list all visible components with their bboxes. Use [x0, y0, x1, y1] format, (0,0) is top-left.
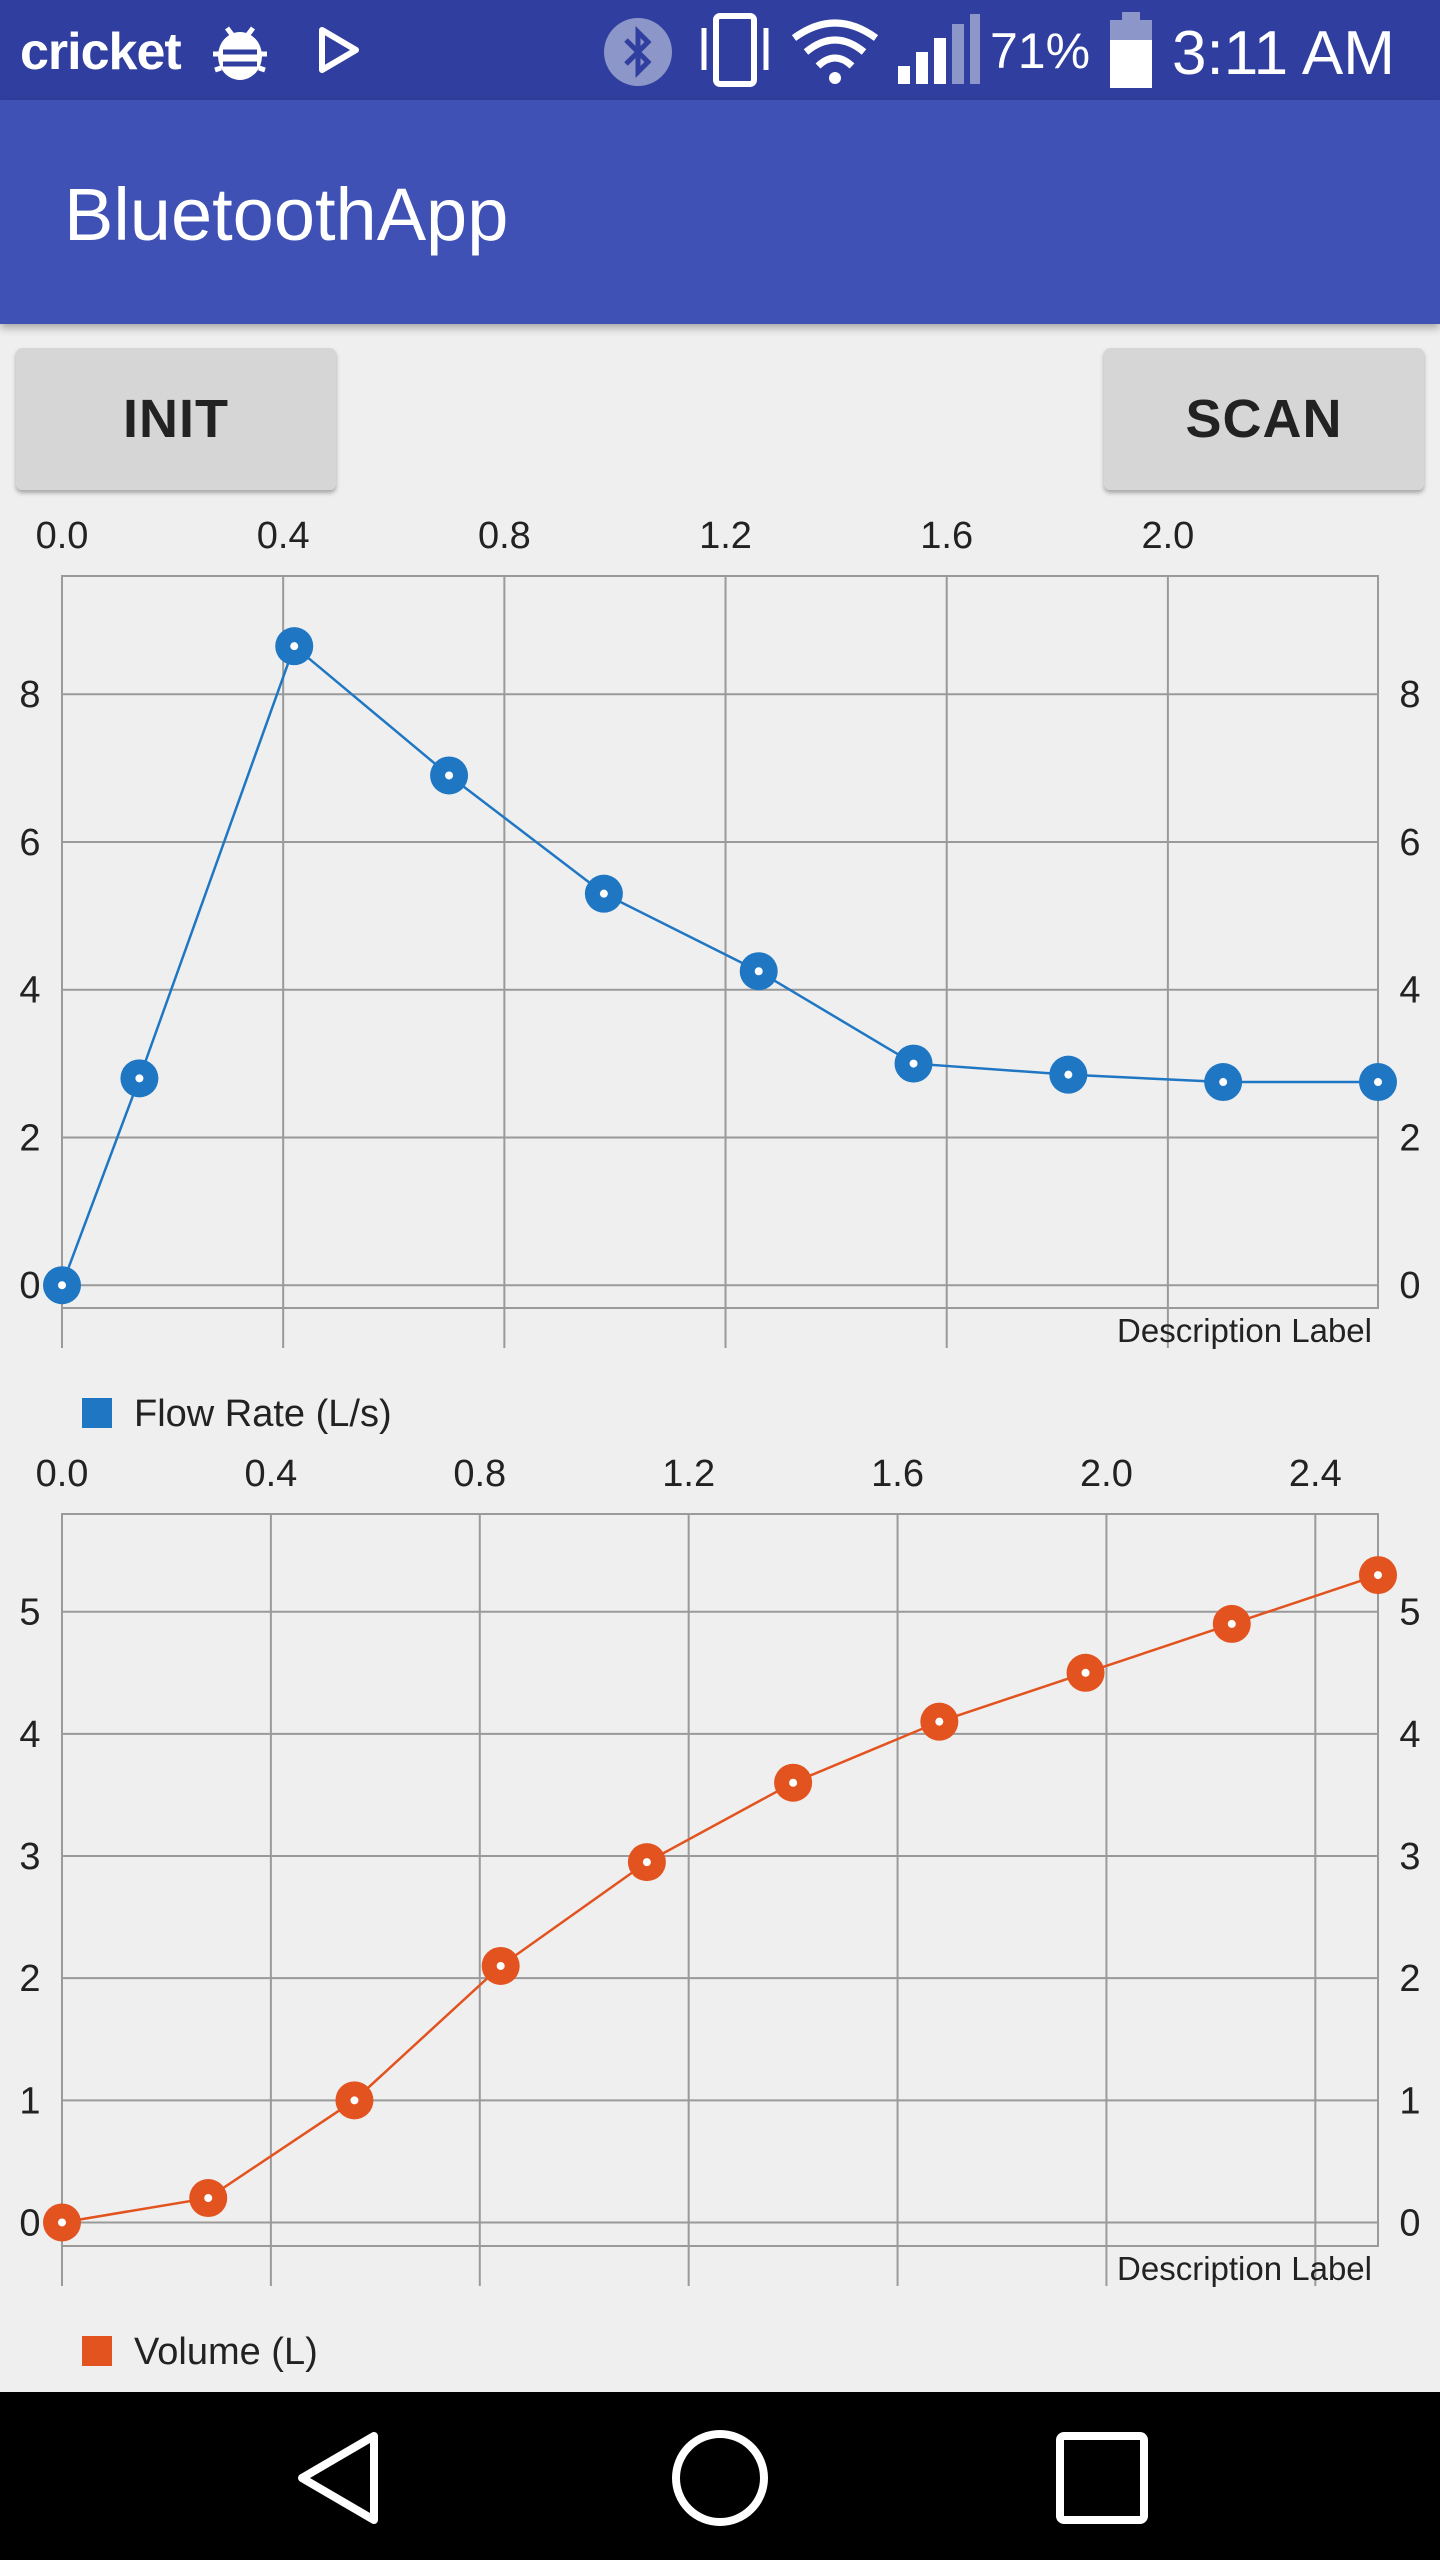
description-label: Description Label: [1117, 1312, 1372, 1349]
y-tick-label-left: 2: [19, 1117, 40, 1159]
x-tick-label: 2.0: [1080, 1453, 1133, 1495]
data-point-center: [1374, 1078, 1382, 1087]
home-icon[interactable]: [670, 2428, 770, 2528]
y-tick-label-left: 8: [19, 674, 40, 716]
volume-chart: 0.0 0.4 0.8 1.2 1.6 2.0 2.4 0 1 2 3 4 5 0 1 2 3 4 5 Desc…: [19, 1453, 1420, 2373]
data-point-center: [58, 2218, 66, 2227]
vibrate-icon: [701, 13, 769, 87]
y-tick-label-left: 0: [19, 2202, 40, 2244]
recents-icon[interactable]: [1052, 2428, 1152, 2528]
data-point-center: [290, 642, 299, 651]
data-point-center: [754, 967, 763, 976]
data-point-center: [599, 889, 608, 898]
y-tick-label-left: 0: [19, 1265, 40, 1307]
y-axis-right-labels: 0 2 4 6 8: [1399, 674, 1420, 1307]
x-tick-label: 1.6: [920, 515, 973, 557]
y-axis-left-labels: 0 1 2 3 4 5: [19, 1592, 40, 2245]
data-point-center: [1227, 1619, 1236, 1628]
flow-rate-chart: 0.0 0.4 0.8 1.2 1.6 2.0 0 2 4 6 8 0 2 4 6 8 Descripti…: [19, 515, 1420, 1435]
app-bar: BluetoothApp: [0, 100, 1440, 324]
bug-icon: [213, 26, 267, 80]
data-point-center: [58, 1281, 66, 1290]
back-icon[interactable]: [290, 2428, 390, 2528]
data-point-center: [350, 2096, 359, 2105]
y-tick-label-left: 6: [19, 822, 40, 864]
data-point-center: [935, 1717, 944, 1726]
data-point-center: [789, 1778, 798, 1787]
data-point-center: [642, 1858, 651, 1867]
y-tick-label-left: 4: [19, 970, 40, 1012]
chart-grid: [61, 1513, 1379, 2286]
legend-swatch: [82, 2336, 112, 2366]
y-tick-label-right: 0: [1399, 2202, 1420, 2244]
data-point-center: [1374, 1571, 1382, 1580]
legend-swatch: [82, 1398, 112, 1428]
y-tick-label-right: 4: [1399, 1714, 1420, 1756]
x-tick-label: 1.2: [699, 515, 752, 557]
legend-label: Volume (L): [134, 2331, 318, 2373]
data-point-center: [909, 1059, 918, 1068]
x-tick-label: 2.4: [1289, 1453, 1342, 1495]
bluetooth-icon: [604, 18, 672, 86]
y-tick-label-left: 2: [19, 1958, 40, 2000]
y-tick-label-right: 2: [1399, 1117, 1420, 1159]
x-tick-label: 0.8: [453, 1453, 506, 1495]
legend-label: Flow Rate (L/s): [134, 1393, 392, 1435]
y-tick-label-left: 3: [19, 1836, 40, 1878]
y-tick-label-left: 1: [19, 2080, 40, 2122]
volume-series: [43, 1556, 1397, 2242]
x-tick-label: 0.8: [478, 515, 531, 557]
x-axis-labels: 0.0 0.4 0.8 1.2 1.6 2.0: [36, 515, 1195, 557]
y-tick-label-right: 6: [1399, 822, 1420, 864]
signal-icon: [898, 14, 980, 84]
x-tick-label: 0.4: [257, 515, 310, 557]
battery-icon: [1110, 12, 1152, 88]
carrier-name: cricket: [20, 23, 182, 81]
flow-rate-series: [43, 627, 1397, 1305]
data-point-center: [135, 1074, 144, 1083]
data-point-center: [496, 1961, 505, 1970]
chart-grid: [61, 575, 1379, 1348]
x-tick-label: 0.0: [36, 1453, 89, 1495]
data-point-center: [1064, 1070, 1073, 1079]
y-tick-label-right: 3: [1399, 1836, 1420, 1878]
x-tick-label: 0.0: [36, 515, 89, 557]
play-store-icon: [319, 27, 359, 73]
data-point-center: [1081, 1668, 1090, 1677]
x-tick-label: 1.2: [662, 1453, 715, 1495]
x-axis-labels: 0.0 0.4 0.8 1.2 1.6 2.0 2.4: [36, 1453, 1342, 1495]
description-label: Description Label: [1117, 2250, 1372, 2287]
wifi-icon: [791, 19, 879, 84]
data-point-center: [445, 771, 454, 780]
clock: 3:11 AM: [1172, 19, 1395, 88]
app-title: BluetoothApp: [64, 173, 509, 256]
y-tick-label-left: 5: [19, 1592, 40, 1634]
plot-border: [61, 1513, 1379, 2247]
x-tick-label: 2.0: [1141, 515, 1194, 557]
init-button[interactable]: INIT: [16, 348, 336, 490]
data-point-center: [1219, 1078, 1228, 1087]
data-point-center: [204, 2194, 213, 2203]
y-axis-left-labels: 0 2 4 6 8: [19, 674, 40, 1307]
y-tick-label-left: 4: [19, 1714, 40, 1756]
status-bar: cricket 71% 3:11 AM: [0, 0, 1440, 100]
y-axis-right-labels: 0 1 2 3 4 5: [1399, 1592, 1420, 2245]
y-tick-label-right: 2: [1399, 1958, 1420, 2000]
y-tick-label-right: 8: [1399, 674, 1420, 716]
series-line: [61, 1573, 1379, 2224]
scan-button[interactable]: SCAN: [1104, 348, 1424, 490]
y-tick-label-right: 1: [1399, 2080, 1420, 2122]
navigation-bar: [0, 2392, 1440, 2560]
series-line: [60, 644, 1378, 1286]
x-tick-label: 1.6: [871, 1453, 924, 1495]
plot-border: [61, 575, 1379, 1309]
y-tick-label-right: 5: [1399, 1592, 1420, 1634]
battery-percentage: 71%: [990, 23, 1091, 79]
x-tick-label: 0.4: [244, 1453, 297, 1495]
y-tick-label-right: 4: [1399, 970, 1420, 1012]
y-tick-label-right: 0: [1399, 1265, 1420, 1307]
